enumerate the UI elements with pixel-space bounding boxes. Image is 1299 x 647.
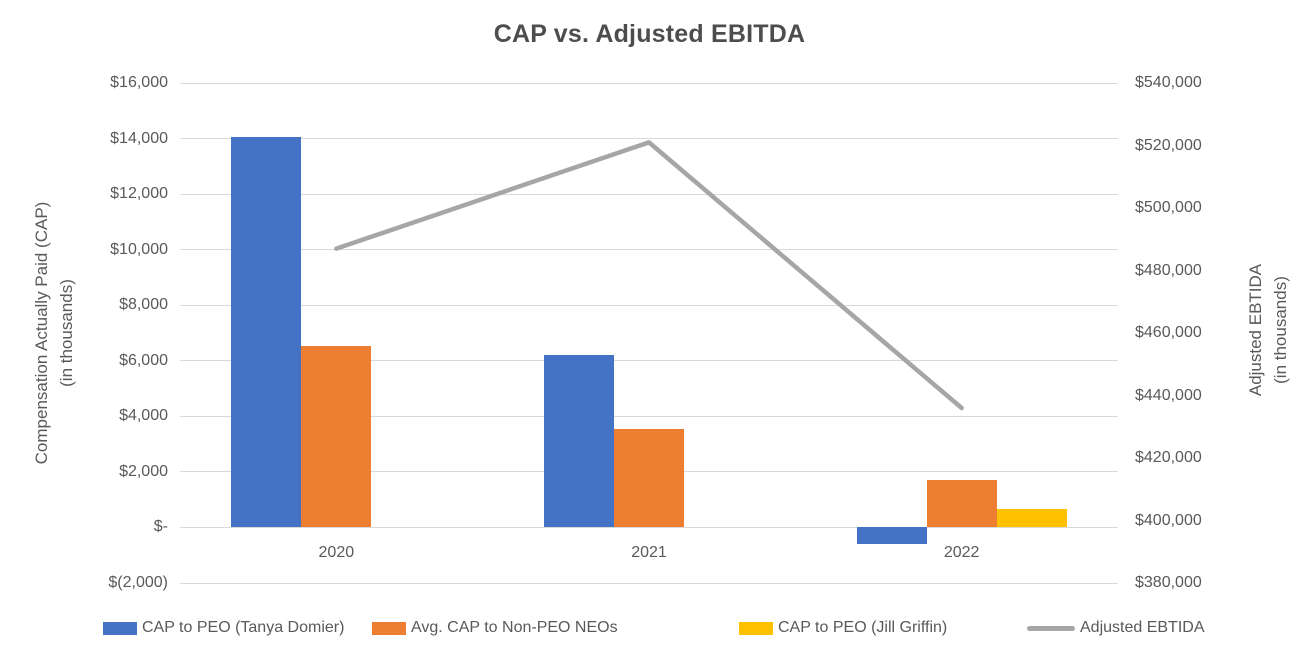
left-axis-tick-label: $12,000 (110, 185, 168, 203)
legend-line-marker (1027, 625, 1075, 631)
legend-swatch (103, 621, 137, 635)
left-axis-tick-label: $(2,000) (108, 574, 168, 591)
legend-item-0[interactable]: CAP to PEO (Tanya Domier) (103, 616, 344, 640)
category-label-2020: 2020 (318, 544, 355, 561)
gridline (180, 526, 1118, 528)
left-axis-tick-label: $4,000 (119, 407, 168, 425)
category-label-2021: 2021 (631, 544, 667, 561)
legend-label: CAP to PEO (Tanya Domier) (142, 619, 345, 636)
category-label-2022: 2022 (943, 544, 980, 561)
legend-swatch (372, 621, 406, 635)
left-axis-tick-label: $8,000 (119, 296, 168, 314)
legend-item-1[interactable]: Avg. CAP to Non-PEO NEOs (372, 616, 618, 640)
right-axis-tick-label: $400,000 (1135, 511, 1202, 529)
gridline (180, 304, 1118, 306)
right-axis-tick-label: $480,000 (1135, 261, 1202, 279)
legend-swatch (739, 621, 773, 635)
chart-title: CAP vs. Adjusted EBITDA (493, 20, 806, 48)
legend-label: Avg. CAP to Non-PEO NEOs (411, 619, 618, 636)
legend-label: Adjusted EBTIDA (1080, 619, 1205, 636)
right-axis-tick-label: $540,000 (1135, 74, 1202, 91)
right-axis-tick-label: $520,000 (1135, 136, 1202, 154)
right-axis-tick-label: $440,000 (1135, 386, 1202, 404)
right-axis-tick-label: $380,000 (1135, 574, 1202, 591)
left-axis-tick-label: $2,000 (119, 462, 168, 480)
gridline (180, 360, 1118, 362)
adjusted-ebitda-line[interactable] (334, 140, 964, 411)
gridline (180, 582, 1118, 584)
bar-2020-series-0[interactable] (231, 137, 302, 528)
bar-2020-series-1[interactable] (301, 345, 372, 528)
left-axis-tick-label: $10,000 (110, 240, 168, 258)
bar-2021-series-0[interactable] (544, 355, 614, 528)
bar-2022-series-1[interactable] (926, 480, 997, 528)
gridline (180, 82, 1118, 84)
bar-2022-series-2[interactable] (996, 508, 1067, 528)
gridline (180, 249, 1118, 251)
left-axis-tick-label: $16,000 (110, 74, 168, 91)
legend-item-2[interactable]: CAP to PEO (Jill Griffin) (739, 616, 947, 640)
bar-2021-series-1[interactable] (614, 428, 684, 528)
legend-item-3[interactable]: Adjusted EBTIDA (1027, 616, 1205, 640)
right-axis-tick-label: $460,000 (1135, 324, 1202, 341)
gridline (180, 415, 1118, 417)
bar-2022-series-0[interactable] (856, 527, 927, 545)
right-axis-tick-label: $420,000 (1135, 449, 1202, 466)
right-axis-tick-label: $500,000 (1135, 199, 1202, 216)
gridline (180, 138, 1118, 140)
gridline (180, 193, 1118, 195)
legend-label: CAP to PEO (Jill Griffin) (778, 619, 948, 636)
left-axis-tick-label: $6,000 (119, 351, 168, 369)
left-axis-tick-label: $- (153, 518, 168, 536)
left-axis-tick-label: $14,000 (110, 129, 168, 147)
